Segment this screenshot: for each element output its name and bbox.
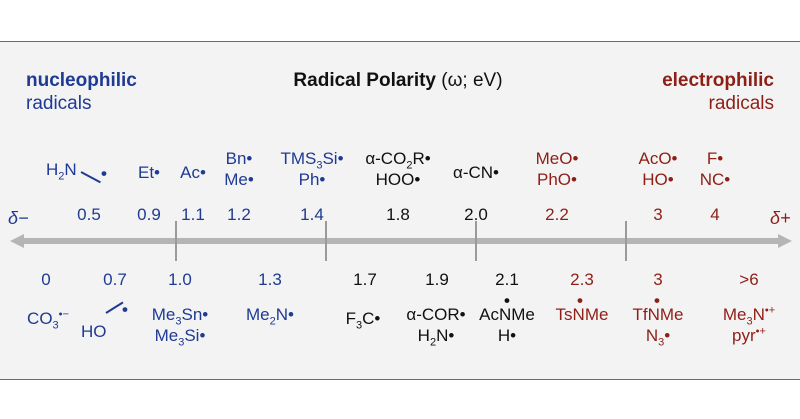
- radical-h2n: H2N: [46, 160, 77, 183]
- omega-value: 2.2: [545, 205, 569, 224]
- diagram-panel: [0, 41, 800, 380]
- radical-ac: Ac•: [180, 163, 206, 182]
- axis-tick: [175, 221, 177, 261]
- electrophilic-subtitle: radicals: [708, 93, 774, 114]
- radical-tfnme: TfNMe: [632, 305, 684, 324]
- omega-value: 1.9: [425, 270, 449, 289]
- radical-co3: CO3•−: [27, 308, 69, 332]
- radical-cation-me3n: Me3N•+: [722, 304, 776, 328]
- axis-tick: [475, 221, 477, 261]
- radical-bn: Bn•: [225, 149, 253, 168]
- radical-acnme: AcNMe: [479, 305, 535, 324]
- omega-value: 0.9: [137, 205, 161, 224]
- axis-tick: [325, 221, 327, 261]
- radical-alpha-co2r: α-CO2R•: [365, 149, 431, 172]
- radical-ph: Ph•: [298, 170, 326, 189]
- radical-nc: NC•: [699, 170, 731, 189]
- axis-tick: [625, 221, 627, 261]
- omega-value: 0.5: [77, 205, 101, 224]
- nucleophilic-subtitle: radicals: [26, 93, 92, 114]
- omega-value: 1.0: [168, 270, 192, 289]
- radical-h: H•: [497, 326, 517, 345]
- nucleophilic-title: nucleophilic: [26, 70, 137, 91]
- omega-value: 2.3: [570, 270, 594, 289]
- radical-pho: PhO•: [537, 170, 577, 189]
- radical-cation-pyr: pyr•+: [732, 325, 766, 345]
- omega-value: 2.0: [464, 205, 488, 224]
- radical-me3sn: Me3Sn•: [151, 305, 209, 328]
- radical-et: Et•: [137, 163, 161, 182]
- radical-f3c: F3C•: [345, 309, 381, 332]
- radical-h2n-bottom: H2N•: [417, 326, 455, 349]
- radical-meo: MeO•: [535, 149, 579, 168]
- omega-value: 0: [41, 270, 51, 289]
- omega-value: >6: [739, 270, 759, 289]
- omega-value: 1.3: [258, 270, 282, 289]
- radical-me2n: Me2N•: [246, 305, 294, 328]
- title-unit: (ω; eV): [441, 70, 503, 91]
- omega-value: 1.1: [181, 205, 205, 224]
- radical-n3: N3•: [645, 326, 671, 349]
- omega-value: 2.1: [495, 270, 519, 289]
- radical-aco: AcO•: [638, 149, 678, 168]
- radical-hoo: HOO•: [375, 170, 421, 189]
- radical-dot: •: [577, 291, 583, 310]
- omega-value: 0.7: [103, 270, 127, 289]
- omega-value: 3: [653, 270, 663, 289]
- radical-alpha-cn: α-CN•: [453, 163, 499, 182]
- omega-value: 1.8: [386, 205, 410, 224]
- polarity-axis-arrow: [10, 234, 792, 248]
- radical-ho-top: HO•: [642, 170, 674, 189]
- delta-minus-label: δ−: [8, 208, 29, 228]
- omega-value: 1.2: [227, 205, 251, 224]
- omega-value: 1.4: [300, 205, 324, 224]
- radical-f: F•: [706, 149, 724, 168]
- radical-dot: •: [504, 291, 510, 310]
- title-text: Radical Polarity: [293, 70, 436, 91]
- page-title: Radical Polarity (ω; eV): [293, 70, 502, 92]
- omega-value: 1.7: [353, 270, 377, 289]
- radical-dot: •: [654, 291, 660, 310]
- radical-dot: •: [122, 300, 128, 319]
- electrophilic-title: electrophilic: [662, 70, 774, 91]
- radical-tsnme: TsNMe: [555, 305, 609, 324]
- radical-me: Me•: [224, 170, 254, 189]
- radical-ho: HO: [81, 322, 107, 341]
- radical-tms3si: TMS3Si•: [280, 149, 344, 172]
- radical-me3si: Me3Si•: [154, 326, 206, 349]
- omega-value: 4: [710, 205, 720, 224]
- radical-alpha-cor: α-COR•: [406, 305, 466, 324]
- delta-plus-label: δ+: [770, 208, 791, 228]
- radical-dot: •: [101, 164, 107, 183]
- omega-value: 3: [653, 205, 663, 224]
